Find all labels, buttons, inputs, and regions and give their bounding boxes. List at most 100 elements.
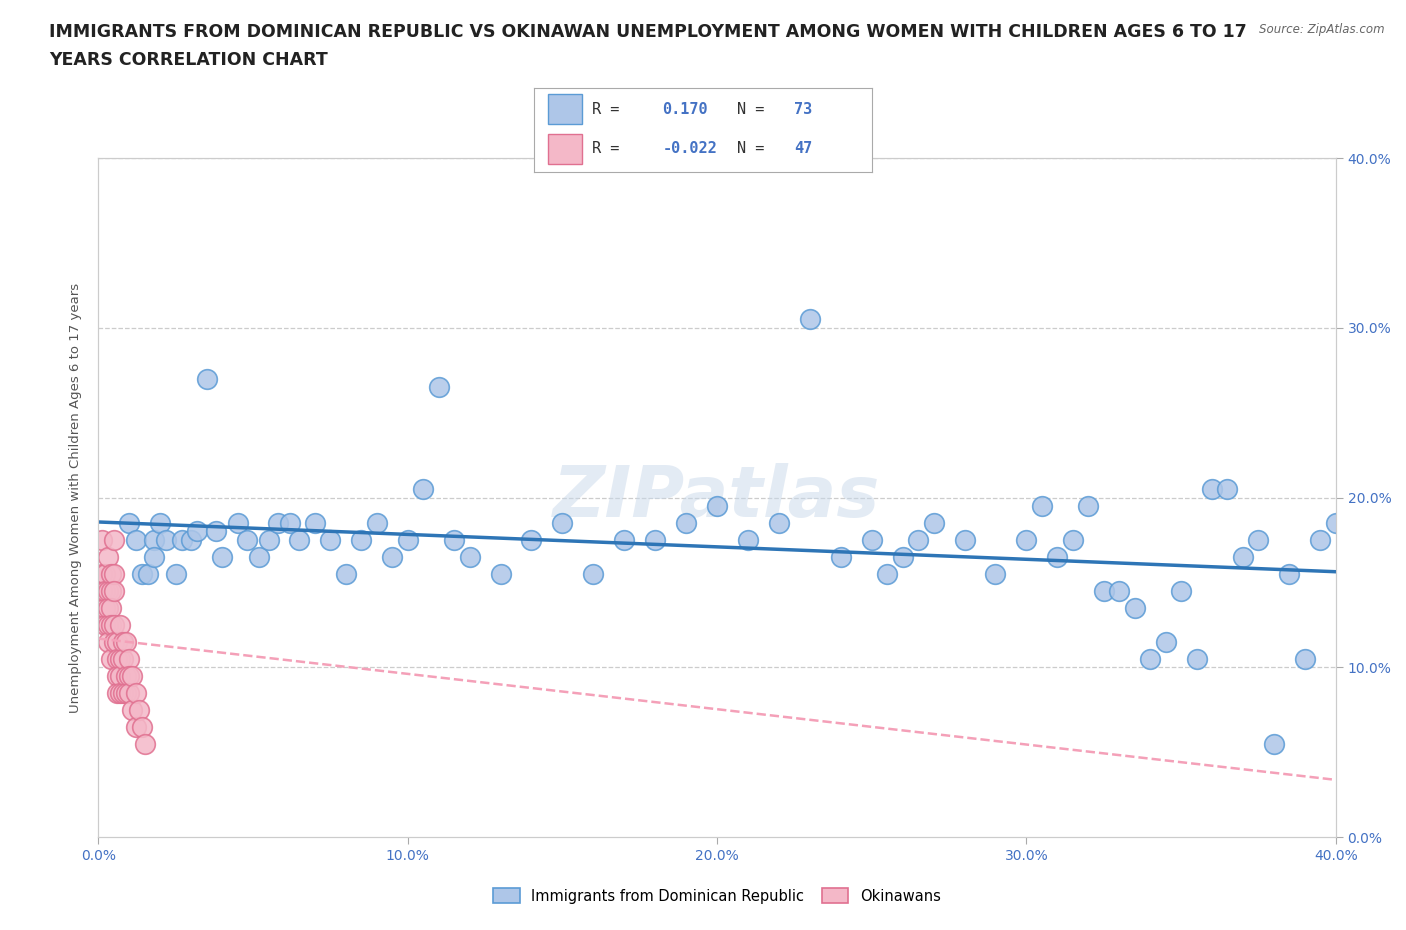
Text: R =: R = — [592, 101, 628, 117]
Point — [105, 669, 128, 684]
Point — [236, 533, 259, 548]
Point — [582, 566, 605, 581]
Point — [103, 566, 125, 581]
Point — [1294, 651, 1316, 666]
Point — [155, 533, 177, 548]
Point — [103, 618, 125, 632]
Point — [304, 515, 326, 530]
Point — [1077, 498, 1099, 513]
Point — [108, 651, 131, 666]
Point — [93, 583, 115, 598]
Legend: Immigrants from Dominican Republic, Okinawans: Immigrants from Dominican Republic, Okin… — [486, 882, 948, 911]
Point — [97, 583, 120, 598]
Point — [97, 601, 120, 616]
Point — [128, 702, 150, 717]
Point — [93, 601, 115, 616]
Point — [1015, 533, 1038, 548]
Point — [907, 533, 929, 548]
Point — [1031, 498, 1053, 513]
Point — [427, 379, 450, 394]
Point — [953, 533, 976, 548]
Point — [149, 515, 172, 530]
FancyBboxPatch shape — [548, 94, 582, 124]
Point — [458, 550, 481, 565]
Point — [247, 550, 270, 565]
Point — [706, 498, 728, 513]
Y-axis label: Unemployment Among Women with Children Ages 6 to 17 years: Unemployment Among Women with Children A… — [69, 283, 83, 712]
Point — [118, 515, 141, 530]
Point — [93, 618, 115, 632]
Point — [108, 685, 131, 700]
Point — [97, 550, 120, 565]
Point — [984, 566, 1007, 581]
Point — [97, 618, 120, 632]
Point — [165, 566, 187, 581]
Point — [412, 482, 434, 497]
Point — [118, 669, 141, 684]
Point — [1046, 550, 1069, 565]
Point — [768, 515, 790, 530]
Point — [1216, 482, 1239, 497]
Point — [108, 669, 131, 684]
Point — [112, 651, 135, 666]
Point — [799, 312, 821, 326]
Point — [520, 533, 543, 548]
Point — [860, 533, 883, 548]
Point — [1324, 515, 1347, 530]
Point — [90, 583, 112, 598]
Point — [644, 533, 666, 548]
Point — [108, 618, 131, 632]
Text: R =: R = — [592, 141, 628, 156]
Point — [124, 685, 146, 700]
Point — [124, 719, 146, 734]
Point — [100, 601, 122, 616]
Point — [100, 618, 122, 632]
Point — [366, 515, 388, 530]
Point — [335, 566, 357, 581]
Point — [93, 566, 115, 581]
Point — [1139, 651, 1161, 666]
Point — [489, 566, 512, 581]
Point — [319, 533, 342, 548]
Point — [100, 583, 122, 598]
Point — [613, 533, 636, 548]
Text: N =: N = — [737, 141, 773, 156]
Point — [105, 685, 128, 700]
Point — [124, 533, 146, 548]
Point — [115, 685, 138, 700]
Point — [205, 525, 228, 539]
Point — [121, 669, 143, 684]
Point — [170, 533, 193, 548]
Point — [443, 533, 465, 548]
Point — [1154, 634, 1177, 649]
Point — [134, 737, 156, 751]
Point — [675, 515, 697, 530]
Text: YEARS CORRELATION CHART: YEARS CORRELATION CHART — [49, 51, 328, 69]
Point — [1062, 533, 1084, 548]
Point — [891, 550, 914, 565]
Point — [90, 533, 112, 548]
Point — [278, 515, 301, 530]
Point — [1170, 583, 1192, 598]
Point — [131, 719, 153, 734]
Point — [131, 566, 153, 581]
Point — [737, 533, 759, 548]
Text: Source: ZipAtlas.com: Source: ZipAtlas.com — [1260, 23, 1385, 36]
Point — [90, 566, 112, 581]
Point — [876, 566, 898, 581]
FancyBboxPatch shape — [548, 135, 582, 164]
Text: 73: 73 — [794, 101, 813, 117]
Text: IMMIGRANTS FROM DOMINICAN REPUBLIC VS OKINAWAN UNEMPLOYMENT AMONG WOMEN WITH CHI: IMMIGRANTS FROM DOMINICAN REPUBLIC VS OK… — [49, 23, 1247, 41]
Point — [267, 515, 290, 530]
Point — [100, 651, 122, 666]
Point — [105, 651, 128, 666]
Point — [115, 634, 138, 649]
Text: -0.022: -0.022 — [662, 141, 717, 156]
Point — [922, 515, 945, 530]
Text: ZIPatlas: ZIPatlas — [554, 463, 880, 532]
Point — [1263, 737, 1285, 751]
Point — [830, 550, 852, 565]
Point — [105, 634, 128, 649]
Point — [1123, 601, 1146, 616]
Point — [195, 371, 218, 386]
